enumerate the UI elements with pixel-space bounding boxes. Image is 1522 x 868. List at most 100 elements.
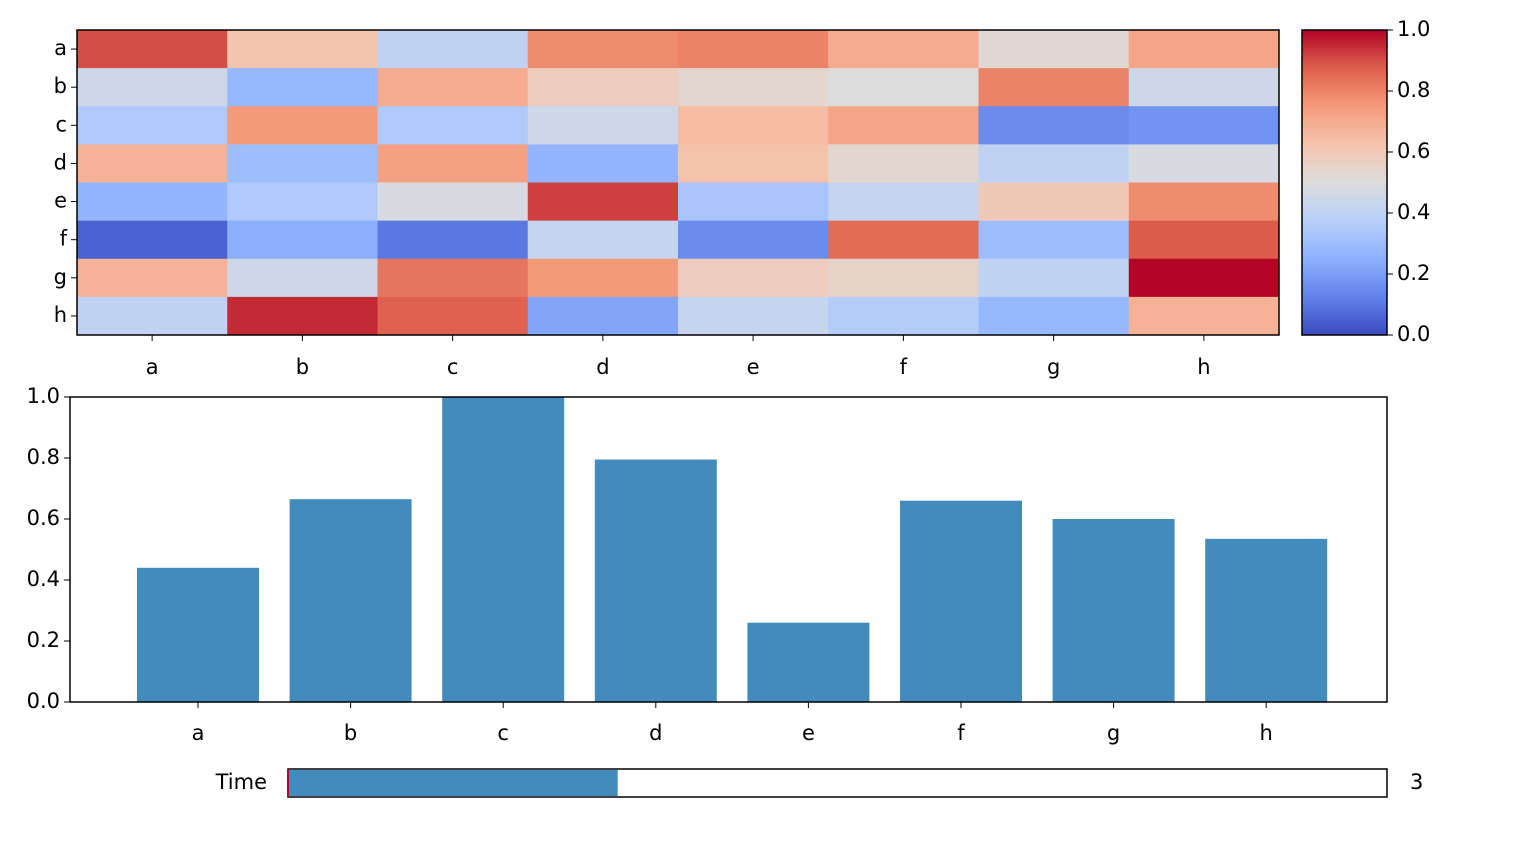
heatmap-cell xyxy=(377,182,529,222)
bar xyxy=(289,499,412,702)
colorbar xyxy=(1301,29,1388,336)
heatmap-cell xyxy=(828,296,979,336)
colorbar-tick-label: 1.0 xyxy=(1397,17,1430,41)
heatmap-cell xyxy=(828,144,979,183)
y-tick-label: b xyxy=(54,74,67,98)
heatmap-cell xyxy=(377,68,529,107)
x-tick-label: h xyxy=(1260,721,1273,745)
heatmap-cell xyxy=(77,106,228,145)
x-tick-label: a xyxy=(146,355,159,379)
x-tick-label: b xyxy=(296,355,309,379)
heatmap-cell xyxy=(678,144,829,183)
heatmap-cell xyxy=(1128,182,1280,222)
heatmap-cell xyxy=(77,220,228,260)
x-tick-label: e xyxy=(802,721,815,745)
heatmap-cell xyxy=(978,106,1130,145)
y-tick-label: h xyxy=(54,303,67,327)
heatmap-cell xyxy=(527,296,679,336)
y-tick-label: 0.2 xyxy=(27,628,60,652)
x-tick-label: e xyxy=(747,355,760,379)
heatmap-cell xyxy=(678,220,829,260)
colorbar-tick-label: 0.6 xyxy=(1397,139,1430,163)
heatmap-cell xyxy=(1128,220,1280,260)
y-tick-label: g xyxy=(54,265,67,289)
bar xyxy=(1205,538,1328,702)
heatmap-cell xyxy=(377,144,529,183)
heatmap-cell xyxy=(377,30,529,69)
heatmap-cell xyxy=(77,258,228,298)
x-tick-label: f xyxy=(900,355,908,379)
heatmap-cell xyxy=(1128,144,1280,183)
colorbar-tick-label: 0.8 xyxy=(1397,78,1430,102)
y-tick-label: 0.4 xyxy=(27,567,60,591)
heatmap-cell xyxy=(678,296,829,336)
x-tick-label: g xyxy=(1047,355,1060,379)
heatmap-cell xyxy=(1128,68,1280,107)
heatmap-cell xyxy=(77,68,228,107)
heatmap-cell xyxy=(527,258,679,298)
y-tick-label: f xyxy=(60,227,68,251)
heatmap-cell xyxy=(978,258,1130,298)
slider-value: 3 xyxy=(1410,770,1423,794)
y-tick-label: 0.0 xyxy=(27,689,60,713)
heatmap-cell xyxy=(527,106,679,145)
heatmap-cell xyxy=(527,30,679,69)
heatmap-cell xyxy=(828,220,979,260)
x-tick-label: d xyxy=(649,721,662,745)
heatmap-cell xyxy=(978,296,1130,336)
x-tick-label: c xyxy=(497,721,509,745)
heatmap-cell xyxy=(828,30,979,69)
x-tick-label: f xyxy=(957,721,965,745)
heatmap-cell xyxy=(77,182,228,222)
x-tick-label: b xyxy=(344,721,357,745)
heatmap-cell xyxy=(828,258,979,298)
heatmap-cell xyxy=(377,106,529,145)
colorbar-tick-label: 0.4 xyxy=(1397,200,1430,224)
x-tick-label: c xyxy=(447,355,459,379)
heatmap-cell xyxy=(377,258,529,298)
heatmap-frame xyxy=(76,29,1280,336)
heatmap-cell xyxy=(678,258,829,298)
y-tick-label: 0.6 xyxy=(27,506,60,530)
heatmap-cell xyxy=(978,182,1130,222)
bar xyxy=(1052,519,1175,702)
heatmap-cell xyxy=(1128,258,1280,298)
slider-label: Time xyxy=(215,770,267,794)
bar xyxy=(747,622,870,702)
heatmap-cell xyxy=(377,220,529,260)
heatmap-cell xyxy=(77,296,228,336)
heatmap-cell xyxy=(527,182,679,222)
heatmap-cell xyxy=(527,68,679,107)
heatmap-cell xyxy=(978,144,1130,183)
heatmap-cell xyxy=(1128,106,1280,145)
slider-fill[interactable] xyxy=(288,770,618,796)
heatmap-cell xyxy=(828,182,979,222)
heatmap-cell xyxy=(978,68,1130,107)
heatmap-cell xyxy=(227,182,378,222)
x-tick-label: g xyxy=(1107,721,1120,745)
y-tick-label: a xyxy=(54,36,67,60)
heatmap-cell xyxy=(678,68,829,107)
heatmap-cell xyxy=(227,220,378,260)
time-slider[interactable] xyxy=(287,768,1388,798)
heatmap-cell xyxy=(227,296,378,336)
heatmap-cell xyxy=(227,30,378,69)
colorbar-tick-label: 0.2 xyxy=(1397,261,1430,285)
heatmap-cell xyxy=(227,68,378,107)
heatmap-cell xyxy=(978,220,1130,260)
heatmap-cell xyxy=(978,30,1130,69)
y-tick-label: c xyxy=(55,112,67,136)
y-tick-label: d xyxy=(54,150,67,174)
heatmap-cell xyxy=(678,30,829,69)
heatmap-cell xyxy=(828,106,979,145)
x-tick-label: d xyxy=(596,355,609,379)
bar xyxy=(594,459,717,702)
heatmap-cell xyxy=(678,182,829,222)
bar xyxy=(137,567,259,702)
heatmap-cell xyxy=(77,144,228,183)
y-tick-label: 0.8 xyxy=(27,445,60,469)
bar xyxy=(442,397,565,702)
heatmap-cell xyxy=(1128,296,1280,336)
bar-frame xyxy=(69,396,1388,703)
